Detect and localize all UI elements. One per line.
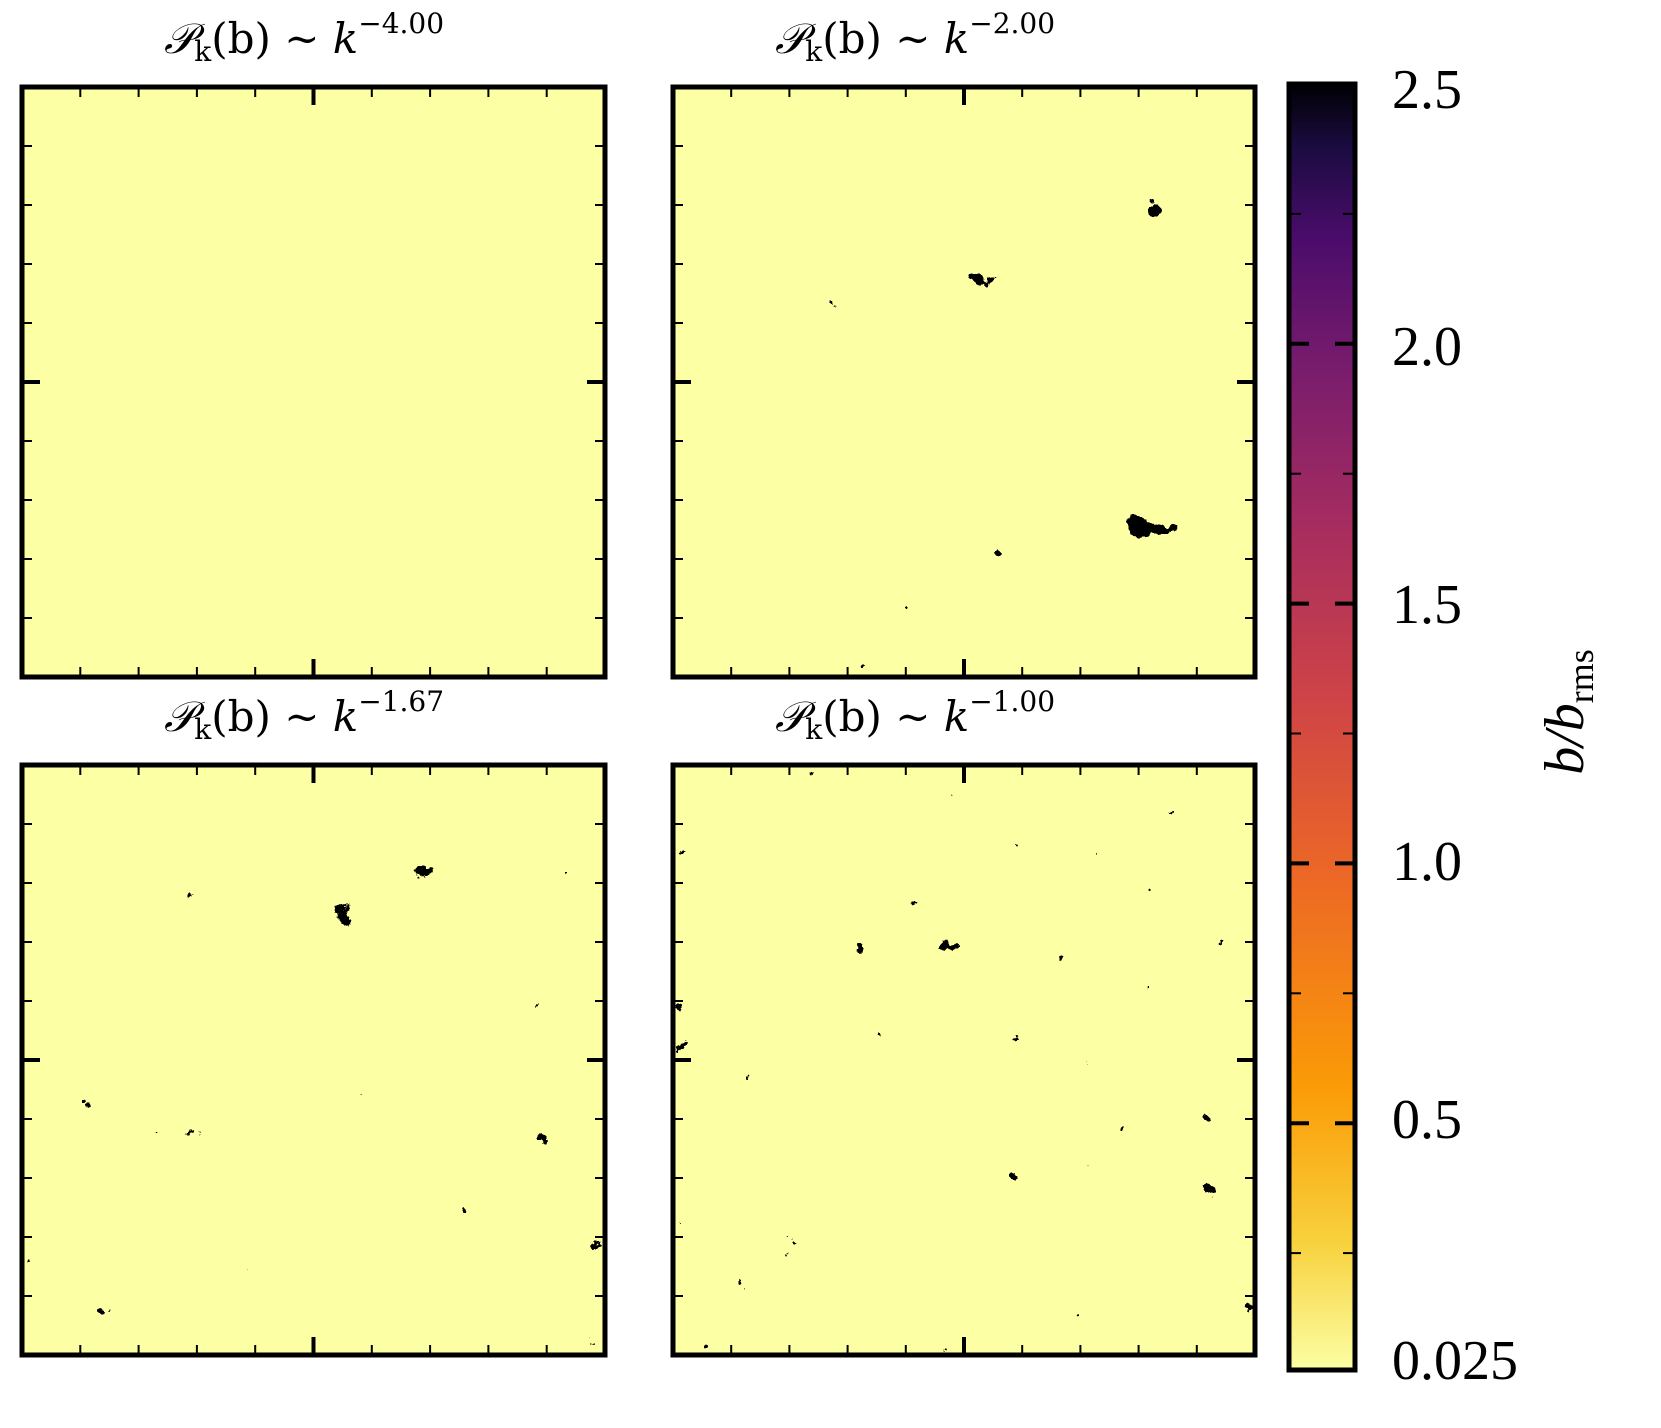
heatmap-panel-4 [670, 762, 1258, 1358]
title-sub: k [805, 713, 823, 746]
panel-frame [670, 84, 1258, 680]
panel-title-1: 𝒫k(b) ∼ k−4.00 [4, 10, 604, 66]
heatmap-panel-3 [19, 762, 608, 1358]
title-lhs: 𝒫 [163, 14, 195, 63]
colorbar-tick-label: 0.025 [1392, 1330, 1518, 1392]
title-arg: (b) ∼ [822, 692, 944, 741]
title-var: k [332, 692, 359, 741]
colorbar-tick-label: 2.5 [1392, 59, 1462, 121]
title-lhs: 𝒫 [774, 14, 806, 63]
panel-frame [670, 762, 1258, 1358]
panel-frame [19, 84, 608, 680]
heatmap-panel-2 [670, 84, 1258, 680]
title-exp: −4.00 [358, 7, 445, 40]
colorbar-tick-label: 1.0 [1392, 831, 1462, 893]
colorbar-gradient [1286, 81, 1358, 1373]
heatmap-field [22, 765, 605, 1355]
title-var: k [943, 14, 970, 63]
panel-title-3: 𝒫k(b) ∼ k−1.67 [4, 688, 604, 744]
title-arg: (b) ∼ [211, 14, 333, 63]
colorbar-tick-label: 2.0 [1392, 316, 1462, 378]
title-sub: k [805, 35, 823, 68]
title-var: k [332, 14, 359, 63]
colorbar-tick-label: 0.5 [1392, 1089, 1462, 1151]
title-sub: k [194, 713, 212, 746]
colorbar-label-base: b/b [1534, 703, 1596, 775]
title-arg: (b) ∼ [822, 14, 944, 63]
heatmap-panel-1 [19, 84, 608, 680]
title-lhs: 𝒫 [163, 692, 195, 741]
colorbar-tick-label: 1.5 [1392, 574, 1462, 636]
title-var: k [943, 692, 970, 741]
colorbar-label: b/brms [1534, 649, 1601, 775]
panel-title-4: 𝒫k(b) ∼ k−1.00 [615, 688, 1215, 744]
panel-title-2: 𝒫k(b) ∼ k−2.00 [615, 10, 1215, 66]
title-exp: −2.00 [969, 7, 1056, 40]
title-exp: −1.67 [358, 685, 445, 718]
title-sub: k [194, 35, 212, 68]
panel-frame [19, 762, 608, 1358]
colorbar-ticks [1289, 212, 1355, 1255]
heatmap-field [673, 765, 1255, 1355]
title-arg: (b) ∼ [211, 692, 333, 741]
colorbar-label-sub: rms [1561, 649, 1601, 704]
title-exp: −1.00 [969, 685, 1056, 718]
heatmap-field [22, 87, 605, 677]
title-lhs: 𝒫 [774, 692, 806, 741]
heatmap-field [673, 87, 1255, 677]
